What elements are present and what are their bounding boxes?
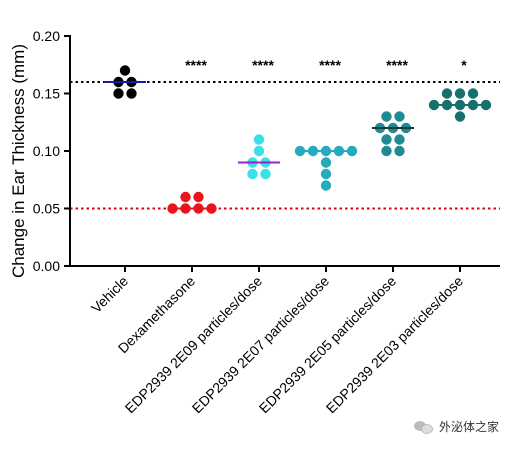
data-point bbox=[253, 134, 265, 145]
data-point bbox=[253, 145, 265, 157]
significance-label: **** bbox=[185, 57, 207, 73]
category-label: EDP2939 2E07 particles/dose bbox=[189, 273, 333, 417]
data-point bbox=[394, 111, 405, 122]
y-tick-label: 0.10 bbox=[33, 143, 60, 159]
data-point bbox=[320, 168, 332, 180]
y-axis-label: Change in Ear Thickness (mm) bbox=[9, 44, 28, 278]
y-tick-label: 0.05 bbox=[33, 201, 60, 217]
data-point bbox=[394, 134, 405, 145]
watermark-text: 外泌体之家 bbox=[439, 420, 500, 434]
data-point bbox=[193, 191, 204, 203]
data-point bbox=[180, 191, 191, 203]
significance-label: **** bbox=[319, 57, 341, 73]
data-point bbox=[381, 134, 392, 145]
data-point bbox=[320, 180, 332, 191]
category-label: EDP2939 2E03 particles/dose bbox=[323, 273, 467, 417]
category-label: Vehicle bbox=[88, 273, 131, 316]
significance-label: **** bbox=[252, 57, 274, 73]
y-tick-label: 0.20 bbox=[33, 28, 60, 44]
data-point bbox=[247, 168, 258, 180]
data-point bbox=[294, 145, 306, 157]
data-point bbox=[126, 88, 137, 99]
significance-label: **** bbox=[386, 57, 408, 73]
category-label: EDP2939 2E09 particles/dose bbox=[122, 273, 266, 417]
data-point bbox=[113, 88, 124, 99]
category-label: EDP2939 2E05 particles/dose bbox=[256, 273, 400, 417]
data-point bbox=[381, 145, 392, 157]
data-point bbox=[454, 88, 466, 99]
data-point bbox=[119, 65, 131, 76]
data-point bbox=[480, 99, 492, 111]
y-tick-label: 0.15 bbox=[33, 86, 60, 102]
wechat-icon bbox=[414, 419, 434, 435]
data-point bbox=[467, 88, 479, 99]
data-point bbox=[381, 111, 392, 122]
significance-label: * bbox=[461, 57, 467, 73]
watermark: 外泌体之家 bbox=[414, 418, 499, 435]
data-point bbox=[441, 88, 453, 99]
data-point bbox=[394, 145, 405, 157]
data-point bbox=[346, 145, 358, 157]
data-point bbox=[454, 111, 466, 122]
data-point bbox=[320, 157, 332, 168]
y-tick-label: 0.00 bbox=[33, 258, 60, 274]
data-point bbox=[260, 168, 271, 180]
data-point bbox=[428, 99, 440, 111]
